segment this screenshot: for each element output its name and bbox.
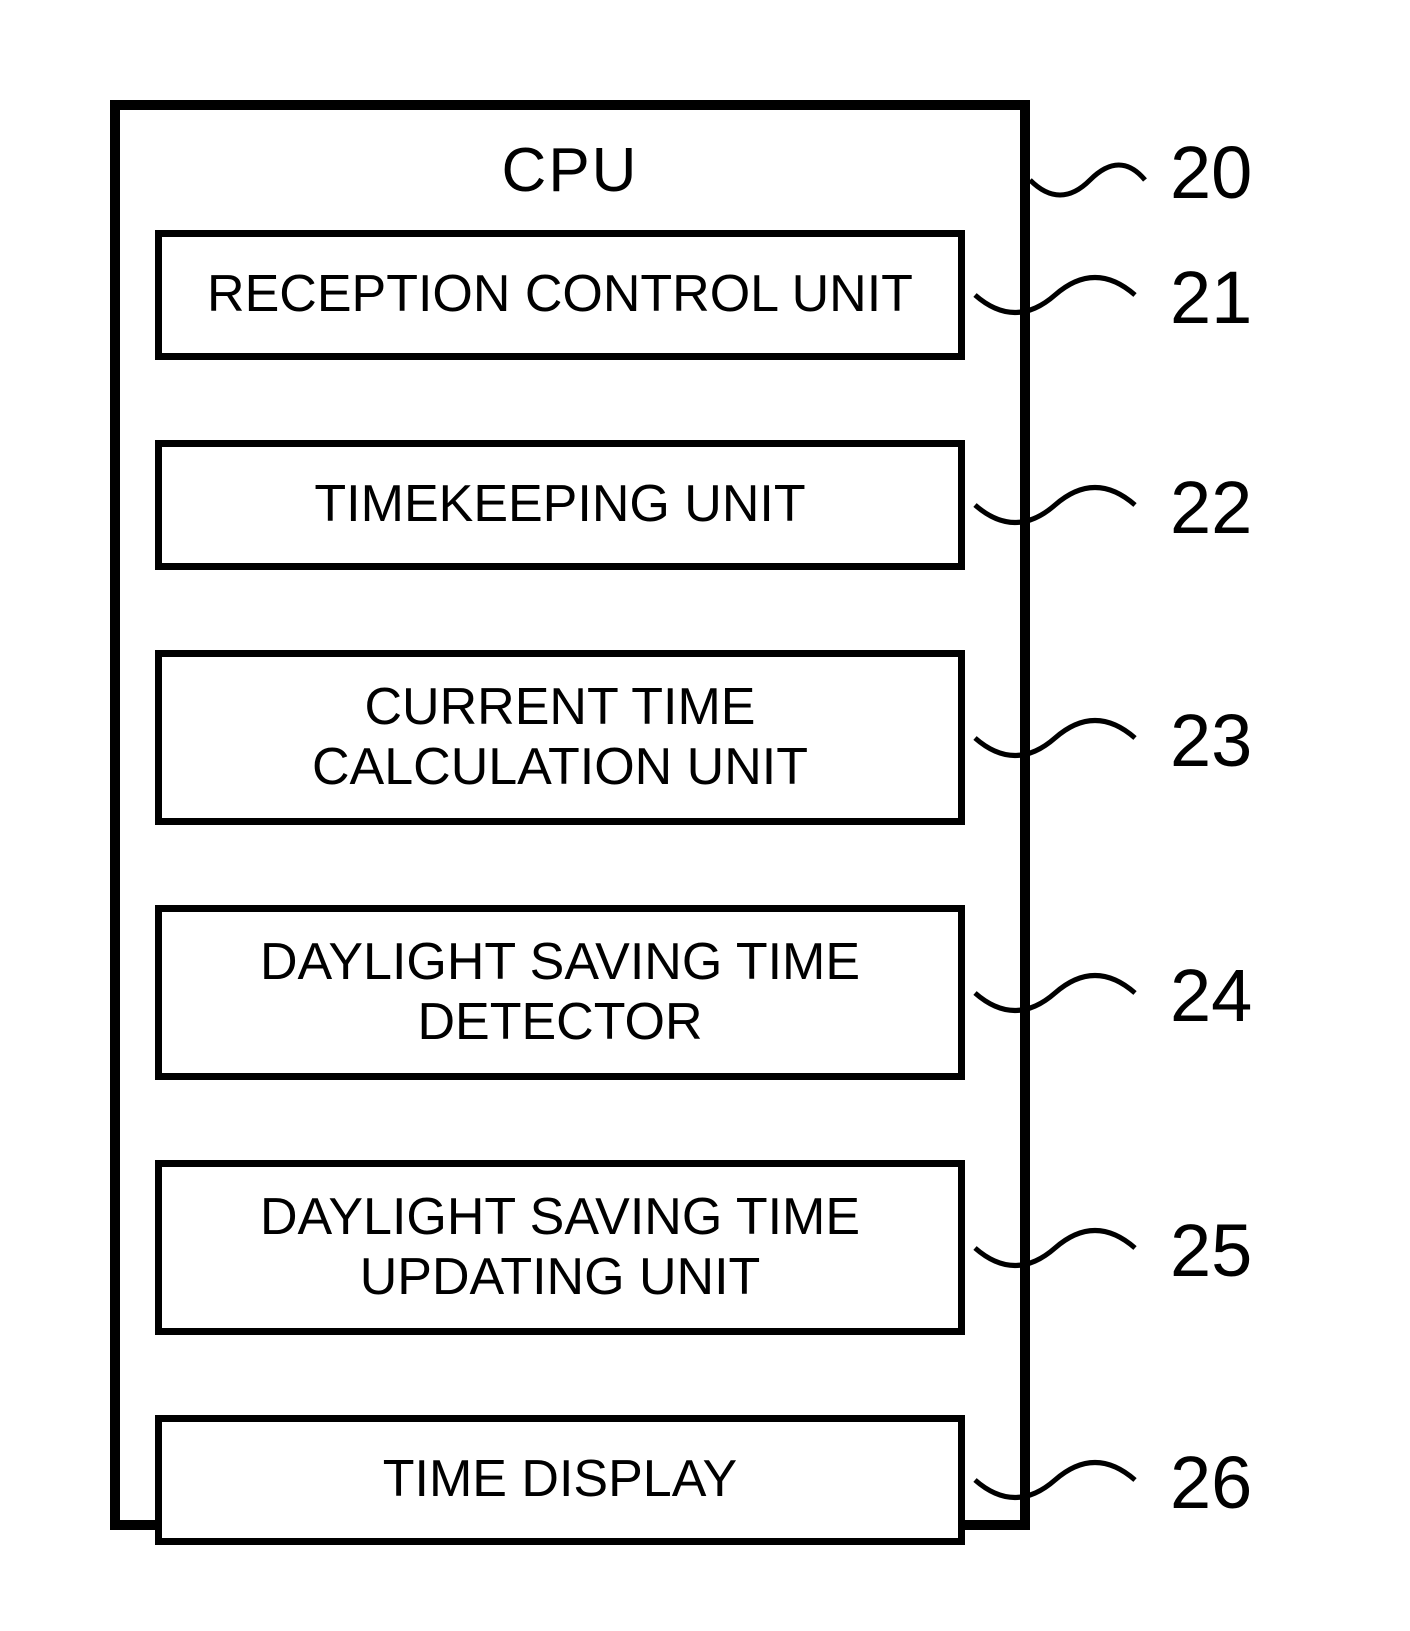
box-timekeeping-text: TIMEKEEPING UNIT bbox=[314, 475, 805, 535]
box-reception: RECEPTION CONTROL UNIT bbox=[155, 230, 965, 360]
box-timekeeping: TIMEKEEPING UNIT bbox=[155, 440, 965, 570]
box-time-display-text: TIME DISPLAY bbox=[383, 1450, 737, 1510]
box-dst-updating: DAYLIGHT SAVING TIME UPDATING UNIT bbox=[155, 1160, 965, 1335]
box-dst-detector: DAYLIGHT SAVING TIME DETECTOR bbox=[155, 905, 965, 1080]
box-current-time-text: CURRENT TIME CALCULATION UNIT bbox=[182, 678, 938, 798]
cpu-title: CPU bbox=[120, 135, 1020, 206]
label-dst-detector: 24 bbox=[1170, 953, 1252, 1038]
label-reception: 21 bbox=[1170, 255, 1252, 340]
connector-dst-updating bbox=[975, 1213, 1145, 1283]
label-timekeeping: 22 bbox=[1170, 465, 1252, 550]
label-time-display: 26 bbox=[1170, 1440, 1252, 1525]
label-dst-updating: 25 bbox=[1170, 1208, 1252, 1293]
label-outer: 20 bbox=[1170, 130, 1252, 215]
box-dst-updating-text: DAYLIGHT SAVING TIME UPDATING UNIT bbox=[182, 1188, 938, 1308]
connector-outer bbox=[1030, 145, 1150, 215]
box-reception-text: RECEPTION CONTROL UNIT bbox=[207, 265, 913, 325]
connector-dst-detector bbox=[975, 958, 1145, 1028]
connector-current-time bbox=[975, 703, 1145, 773]
connector-timekeeping bbox=[975, 470, 1145, 540]
label-current-time: 23 bbox=[1170, 698, 1252, 783]
block-diagram: CPU 20 RECEPTION CONTROL UNIT 21 TIMEKEE… bbox=[110, 100, 1290, 1530]
connector-time-display bbox=[975, 1445, 1145, 1515]
connector-reception bbox=[975, 260, 1145, 330]
box-current-time: CURRENT TIME CALCULATION UNIT bbox=[155, 650, 965, 825]
box-time-display: TIME DISPLAY bbox=[155, 1415, 965, 1545]
box-dst-detector-text: DAYLIGHT SAVING TIME DETECTOR bbox=[182, 933, 938, 1053]
